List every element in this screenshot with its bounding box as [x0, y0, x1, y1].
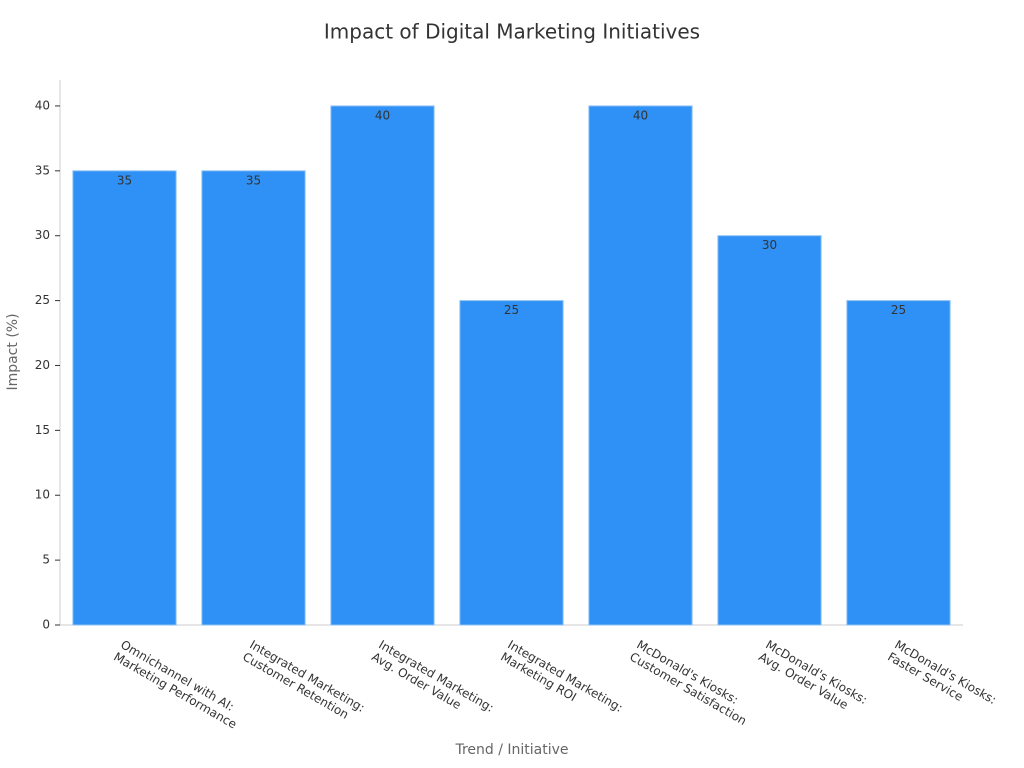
y-tick-label: 25	[35, 293, 50, 307]
x-axis-label: Trend / Initiative	[454, 742, 568, 758]
y-tick-label: 40	[35, 98, 50, 112]
x-tick-label-group: McDonald's Kiosks:Customer Satisfaction	[627, 638, 749, 729]
y-tick-label: 10	[35, 488, 50, 502]
x-tick-label-group: Integrated Marketing:Customer Retention	[240, 638, 367, 722]
value-label: 25	[891, 303, 906, 317]
value-label: 35	[117, 173, 132, 187]
x-tick-label-group: Integrated Marketing:Marketing ROI	[498, 638, 625, 715]
bar	[201, 170, 306, 626]
y-tick-label: 5	[42, 553, 50, 567]
bar	[846, 300, 951, 626]
x-tick-label-group: Omnichannel with AI:Marketing Performanc…	[111, 638, 239, 732]
bar	[459, 300, 564, 626]
y-tick-label: 0	[42, 618, 50, 632]
x-tick-label-group: McDonald's Kiosks:Avg. Order Value	[756, 638, 869, 713]
value-label: 30	[762, 238, 777, 252]
bar	[588, 105, 693, 626]
x-tick-label-group: McDonald's Kiosks:Faster Service	[885, 638, 998, 708]
value-label: 25	[504, 303, 519, 317]
y-tick-label: 15	[35, 423, 50, 437]
y-tick-label: 20	[35, 358, 50, 372]
value-label: 35	[246, 173, 261, 187]
bar	[717, 235, 822, 626]
x-tick-label: Integrated Marketing:	[376, 638, 496, 715]
x-tick-label: Integrated Marketing:	[247, 638, 367, 715]
y-tick-label: 35	[35, 163, 50, 177]
x-tick-label: Marketing Performance	[111, 650, 239, 732]
bar	[330, 105, 435, 626]
value-label: 40	[375, 108, 390, 122]
value-label: 40	[633, 108, 648, 122]
x-tick-label-group: Integrated Marketing:Avg. Order Value	[369, 638, 496, 715]
y-axis-label: Impact (%)	[5, 313, 21, 390]
y-tick-label: 30	[35, 228, 50, 242]
x-tick-label: Integrated Marketing:	[505, 638, 625, 715]
chart-title: Impact of Digital Marketing Initiatives	[324, 20, 700, 44]
bar	[72, 170, 177, 626]
